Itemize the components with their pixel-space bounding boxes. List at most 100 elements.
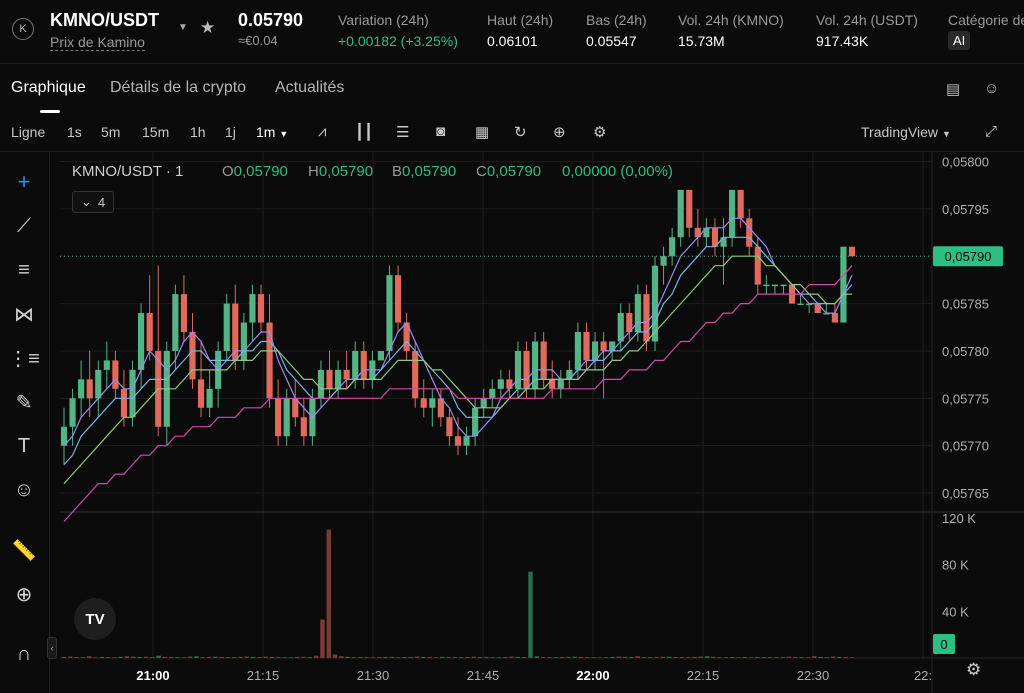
volume-bar xyxy=(698,656,703,658)
emoji-icon[interactable]: ☺ xyxy=(13,478,35,501)
candle-body xyxy=(420,398,427,408)
volume-bar xyxy=(370,657,376,658)
candle-body xyxy=(763,284,770,287)
volume-bar xyxy=(717,657,722,658)
stat-volume-quote-label: Vol. 24h (USDT) xyxy=(816,12,918,28)
horizontal-lines-icon[interactable]: ≡ xyxy=(18,258,30,281)
volume-bar xyxy=(446,656,451,658)
indicators-icon[interactable]: ⩘ xyxy=(318,123,327,140)
candle-body xyxy=(540,341,547,380)
stat-high-label: Haut (24h) xyxy=(487,12,554,28)
tab-news[interactable]: Actualités xyxy=(275,79,345,96)
candle-body xyxy=(446,417,453,437)
chart-style-line[interactable]: Ligne xyxy=(11,124,46,140)
volume-bar xyxy=(629,656,634,658)
drawing-toolbar: + ⟋ ≡ ⋈ ⋮≡ ✎ T ☺ 📏 ⊕ ∩ xyxy=(0,152,50,693)
volume-bar xyxy=(143,656,149,658)
candle-body xyxy=(574,332,581,370)
stat-low-value: 0.05547 xyxy=(586,33,637,49)
scale-settings-icon[interactable]: ⚙ xyxy=(966,660,982,679)
camera-icon[interactable]: ◙ xyxy=(436,123,446,140)
interval-1s[interactable]: 1s xyxy=(67,124,82,140)
volume-bar xyxy=(742,657,748,658)
volume-bar xyxy=(673,656,678,658)
templates-icon[interactable]: ☰ xyxy=(396,124,410,141)
brush-icon[interactable]: ✎ xyxy=(15,391,33,414)
stat-volume-quote: Vol. 24h (USDT) 917.43K xyxy=(816,12,918,49)
volume-bar xyxy=(389,656,395,658)
price-axis-tick: 0,05775 xyxy=(942,391,989,406)
candle-body xyxy=(600,341,607,351)
legend-high: H0,05790 xyxy=(308,163,373,180)
add-icon[interactable]: ⊕ xyxy=(553,124,566,141)
candle-body xyxy=(720,237,727,247)
volume-bar xyxy=(93,657,98,658)
candle-body xyxy=(480,398,487,408)
volume-bar xyxy=(351,657,357,658)
tab-graphique[interactable]: Graphique xyxy=(11,79,86,96)
text-tool-icon[interactable]: T xyxy=(17,434,31,457)
interval-15m[interactable]: 15m xyxy=(142,124,170,140)
tradingview-logo[interactable]: TV xyxy=(74,598,116,640)
legend-open-key: O xyxy=(222,163,234,180)
category-badge[interactable]: AI xyxy=(948,31,971,50)
volume-bar xyxy=(748,657,754,658)
candle-body xyxy=(746,218,753,247)
volume-bar xyxy=(194,656,199,658)
candles-type-icon[interactable]: ┃┃ xyxy=(355,124,374,141)
candle-body xyxy=(180,294,187,332)
assistant-icon[interactable]: ☺ xyxy=(984,80,1000,97)
favorite-star-icon[interactable]: ★ xyxy=(200,18,216,37)
indicators-toggle[interactable]: ⌄ 4 xyxy=(72,191,114,213)
tab-crypto-details[interactable]: Détails de la crypto xyxy=(110,79,247,96)
zoom-icon[interactable]: ⊕ xyxy=(15,583,33,606)
candle-body xyxy=(472,407,479,437)
trend-line-icon[interactable]: ⟋ xyxy=(17,214,31,237)
calendar-icon[interactable]: ▦ xyxy=(475,124,490,141)
provider-select[interactable]: TradingView ▼ xyxy=(861,124,951,140)
replay-icon[interactable]: ↻ xyxy=(514,124,527,141)
interval-1j[interactable]: 1j xyxy=(225,124,236,140)
volume-bar xyxy=(509,656,514,658)
volume-bar xyxy=(774,656,779,658)
price-axis-tick: 0,05785 xyxy=(942,297,989,312)
current-volume-label: 0 xyxy=(940,637,947,652)
volume-bar xyxy=(364,657,369,658)
collapse-toolbar-chevron-icon[interactable]: ‹ xyxy=(47,637,57,659)
volume-bar xyxy=(150,657,155,658)
active-tab-indicator xyxy=(40,110,60,113)
candle-body xyxy=(643,294,650,342)
interval-1h[interactable]: 1h xyxy=(190,124,206,140)
candle-body xyxy=(335,369,342,389)
legend-high-key: H xyxy=(308,163,319,180)
candle-body xyxy=(506,379,513,389)
volume-bar xyxy=(168,656,174,658)
stat-variation-label: Variation (24h) xyxy=(338,12,429,28)
pair-dropdown-chevron-icon[interactable]: ▼ xyxy=(178,22,188,33)
notes-icon[interactable]: ▤ xyxy=(946,81,961,98)
volume-axis-tick: 120 K xyxy=(942,511,976,526)
interval-5m[interactable]: 5m xyxy=(101,124,121,140)
ruler-icon[interactable]: 📏 xyxy=(11,539,37,562)
crosshair-icon[interactable]: + xyxy=(17,169,31,194)
pattern-icon[interactable]: ⋈ xyxy=(14,303,34,326)
volume-axis-tick: 40 K xyxy=(942,604,969,619)
time-axis-tick: 22: xyxy=(914,668,932,683)
volume-bar xyxy=(597,657,603,658)
volume-bar xyxy=(603,657,609,658)
volume-bar xyxy=(421,656,426,658)
candle-body xyxy=(463,436,470,446)
interval-1m-active[interactable]: 1m ▼ xyxy=(256,124,288,140)
fib-icon[interactable]: ⋮≡ xyxy=(8,347,40,370)
volume-bar xyxy=(440,656,445,658)
fullscreen-icon[interactable]: ⤢ xyxy=(985,123,998,140)
candle-body xyxy=(591,341,599,361)
stat-category-label: Catégorie de xyxy=(948,12,1024,28)
magnet-icon[interactable]: ∩ xyxy=(16,642,32,665)
candle-body xyxy=(326,369,333,389)
gear-icon[interactable]: ⚙ xyxy=(593,124,607,141)
pair-subtitle-link[interactable]: Prix de Kamino xyxy=(50,34,145,51)
time-axis-tick: 21:30 xyxy=(357,668,390,683)
candle-body xyxy=(352,350,359,380)
